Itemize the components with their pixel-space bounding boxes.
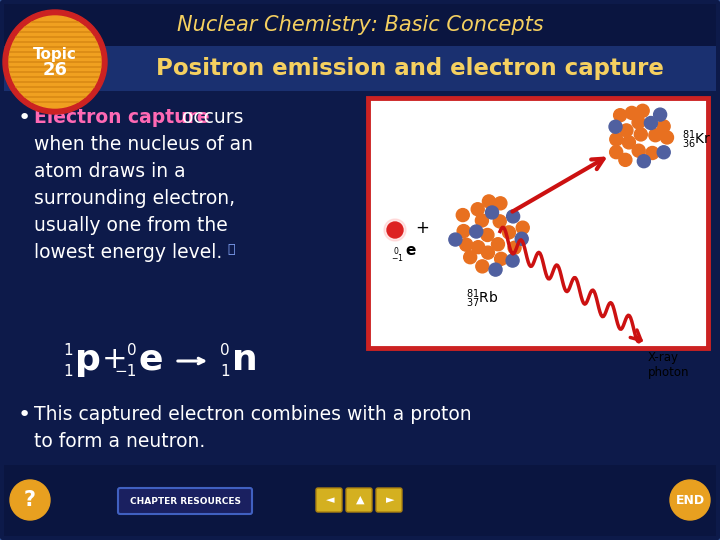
Circle shape bbox=[657, 146, 670, 159]
Text: •: • bbox=[18, 108, 31, 128]
Text: 🔈: 🔈 bbox=[227, 243, 235, 256]
Circle shape bbox=[622, 136, 636, 149]
Circle shape bbox=[482, 246, 495, 259]
Text: when the nucleus of an: when the nucleus of an bbox=[34, 135, 253, 154]
Text: occurs: occurs bbox=[182, 108, 243, 127]
Text: n: n bbox=[232, 343, 258, 377]
Circle shape bbox=[3, 10, 107, 114]
FancyBboxPatch shape bbox=[4, 4, 716, 46]
FancyBboxPatch shape bbox=[316, 488, 342, 512]
Text: Electron capture: Electron capture bbox=[34, 108, 210, 127]
Circle shape bbox=[609, 120, 622, 133]
Circle shape bbox=[634, 128, 647, 141]
Text: This captured electron combines with a proton: This captured electron combines with a p… bbox=[34, 405, 472, 424]
Text: Topic: Topic bbox=[33, 48, 77, 63]
Circle shape bbox=[493, 215, 506, 228]
Text: surrounding electron,: surrounding electron, bbox=[34, 189, 235, 208]
Circle shape bbox=[482, 195, 495, 208]
Circle shape bbox=[646, 146, 659, 159]
Circle shape bbox=[471, 202, 485, 216]
Circle shape bbox=[610, 133, 623, 146]
Text: ►: ► bbox=[386, 495, 395, 505]
Circle shape bbox=[657, 120, 670, 133]
Text: $^{\;0}_{-1}$: $^{\;0}_{-1}$ bbox=[390, 245, 403, 265]
FancyBboxPatch shape bbox=[118, 488, 252, 514]
Text: usually one from the: usually one from the bbox=[34, 216, 228, 235]
Text: $^{81}_{37}$Rb: $^{81}_{37}$Rb bbox=[466, 287, 498, 309]
Text: −1: −1 bbox=[114, 364, 137, 379]
Circle shape bbox=[494, 197, 507, 210]
Text: +: + bbox=[102, 346, 128, 375]
Text: 1: 1 bbox=[220, 364, 230, 379]
Circle shape bbox=[625, 106, 639, 119]
Circle shape bbox=[495, 252, 508, 265]
FancyBboxPatch shape bbox=[4, 465, 716, 536]
Circle shape bbox=[506, 254, 519, 267]
Circle shape bbox=[456, 208, 469, 221]
Text: 1: 1 bbox=[63, 364, 73, 379]
Circle shape bbox=[619, 153, 632, 166]
Circle shape bbox=[632, 116, 645, 129]
Text: atom draws in a: atom draws in a bbox=[34, 162, 186, 181]
Text: 0: 0 bbox=[220, 343, 230, 358]
Text: ?: ? bbox=[24, 490, 36, 510]
Circle shape bbox=[464, 251, 477, 264]
Circle shape bbox=[472, 241, 485, 254]
Circle shape bbox=[516, 221, 529, 234]
Circle shape bbox=[476, 260, 489, 273]
Text: to form a neutron.: to form a neutron. bbox=[34, 432, 205, 451]
Circle shape bbox=[654, 108, 667, 121]
Circle shape bbox=[644, 117, 657, 130]
Circle shape bbox=[632, 144, 645, 157]
Text: 1: 1 bbox=[63, 343, 73, 358]
Text: 0: 0 bbox=[127, 343, 137, 358]
Text: ▲: ▲ bbox=[356, 495, 364, 505]
Text: •: • bbox=[18, 405, 31, 425]
Text: X-ray
photon: X-ray photon bbox=[648, 351, 690, 379]
Text: CHAPTER RESOURCES: CHAPTER RESOURCES bbox=[130, 496, 240, 505]
Circle shape bbox=[508, 241, 521, 254]
Circle shape bbox=[10, 480, 50, 520]
Circle shape bbox=[636, 104, 649, 117]
Text: Positron emission and electron capture: Positron emission and electron capture bbox=[156, 57, 664, 79]
FancyBboxPatch shape bbox=[376, 488, 402, 512]
Circle shape bbox=[620, 124, 633, 137]
Circle shape bbox=[449, 233, 462, 246]
Circle shape bbox=[481, 228, 494, 241]
Circle shape bbox=[384, 219, 406, 241]
Circle shape bbox=[660, 131, 673, 144]
Text: p: p bbox=[75, 343, 101, 377]
Circle shape bbox=[670, 480, 710, 520]
Circle shape bbox=[610, 146, 623, 159]
Text: ◄: ◄ bbox=[325, 495, 334, 505]
Circle shape bbox=[457, 225, 470, 238]
Circle shape bbox=[387, 222, 403, 238]
Circle shape bbox=[649, 129, 662, 141]
FancyBboxPatch shape bbox=[368, 98, 708, 348]
Circle shape bbox=[507, 210, 520, 223]
FancyBboxPatch shape bbox=[346, 488, 372, 512]
Text: Nuclear Chemistry: Basic Concepts: Nuclear Chemistry: Basic Concepts bbox=[176, 15, 544, 35]
Text: e: e bbox=[139, 343, 163, 377]
Circle shape bbox=[475, 214, 488, 227]
FancyBboxPatch shape bbox=[4, 46, 716, 91]
Circle shape bbox=[9, 16, 101, 108]
Circle shape bbox=[637, 154, 650, 168]
Circle shape bbox=[492, 238, 505, 251]
Text: +: + bbox=[415, 219, 429, 237]
Circle shape bbox=[485, 206, 498, 219]
Text: END: END bbox=[675, 494, 705, 507]
Circle shape bbox=[489, 263, 502, 276]
Text: e: e bbox=[405, 243, 415, 258]
Circle shape bbox=[469, 225, 482, 238]
Circle shape bbox=[613, 109, 626, 122]
Circle shape bbox=[516, 232, 528, 245]
Text: lowest energy level.: lowest energy level. bbox=[34, 243, 222, 262]
Text: $^{81}_{36}$Kr: $^{81}_{36}$Kr bbox=[682, 129, 712, 151]
Circle shape bbox=[459, 238, 473, 251]
Circle shape bbox=[503, 226, 516, 239]
Text: 26: 26 bbox=[42, 61, 68, 79]
